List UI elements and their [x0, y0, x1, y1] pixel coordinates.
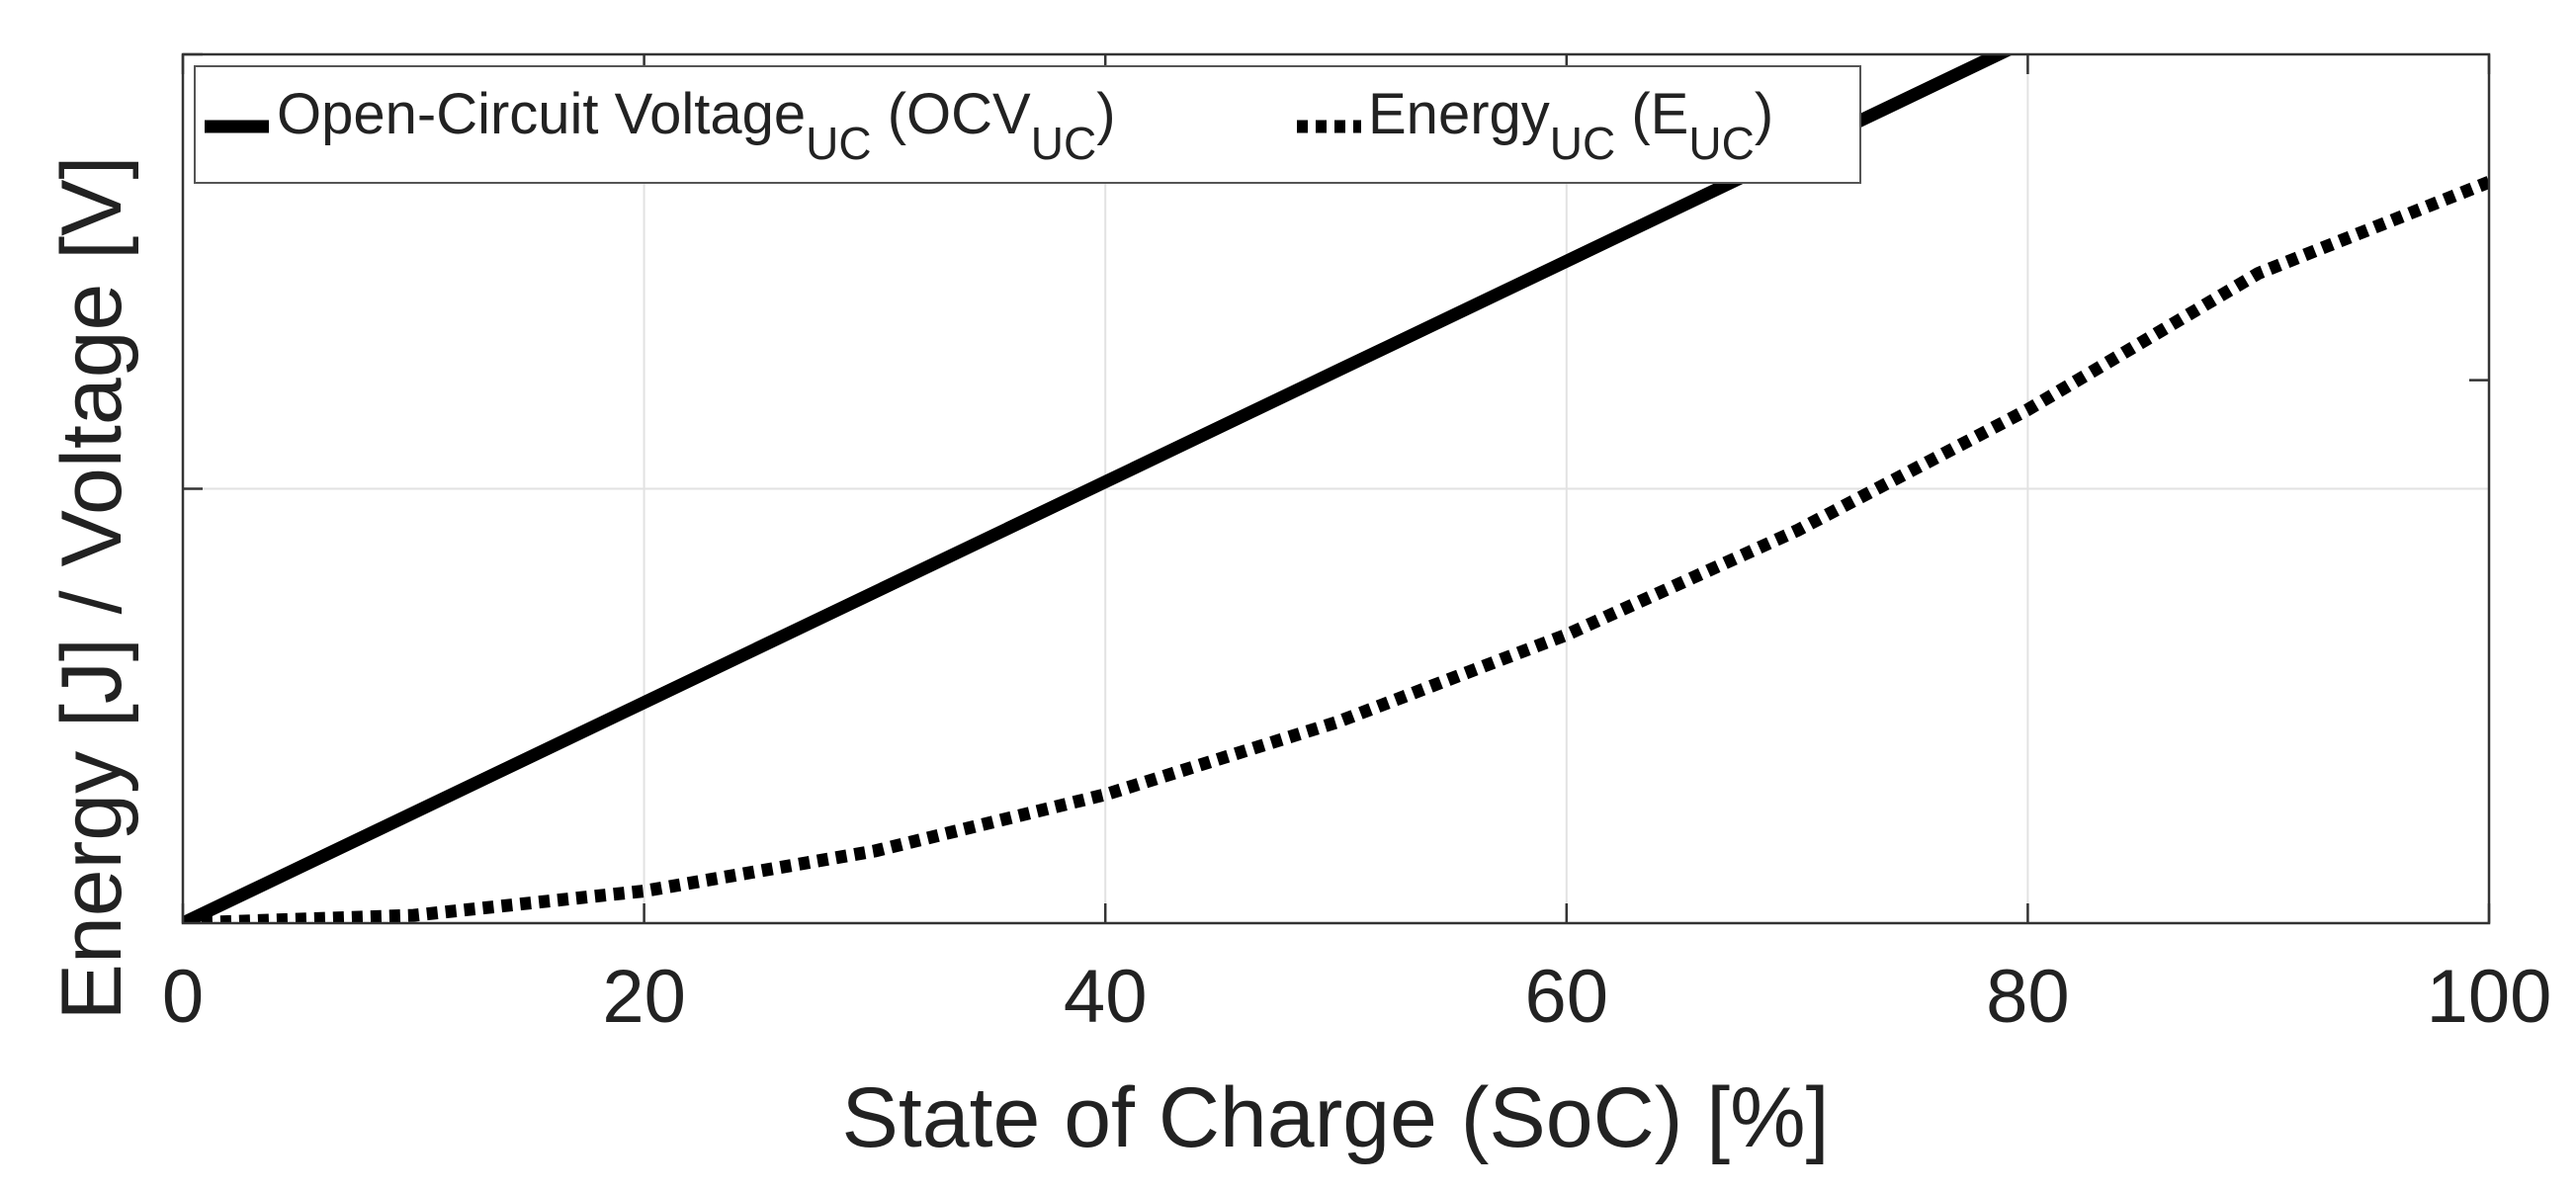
ticks: [181, 52, 2491, 923]
legend: Open-Circuit VoltageUC (OCVUC) EnergyUC …: [194, 65, 1861, 184]
legend-label-energy: EnergyUC (EUC): [1368, 82, 1773, 169]
legend-box: [194, 65, 1861, 184]
series-layer: [183, 54, 2489, 923]
x-tick-label: 0: [162, 955, 204, 1039]
y-axis-title: Energy [J] / Voltage [V]: [44, 156, 139, 1021]
x-tick-label: 100: [2427, 955, 2552, 1039]
legend-label-ocv: Open-Circuit VoltageUC (OCVUC): [277, 82, 1116, 169]
x-tick-label: 40: [1064, 955, 1148, 1039]
x-tick-label: 60: [1525, 955, 1609, 1039]
x-tick-label: 80: [1986, 955, 2070, 1039]
x-axis-title: State of Charge (SoC) [%]: [842, 1070, 1830, 1165]
x-tick-labels: 0 20 40 60 80 100: [162, 955, 2552, 1039]
x-tick-label: 20: [602, 955, 686, 1039]
series-line-energy: [183, 176, 2489, 923]
series-line-ocv: [183, 54, 2015, 923]
